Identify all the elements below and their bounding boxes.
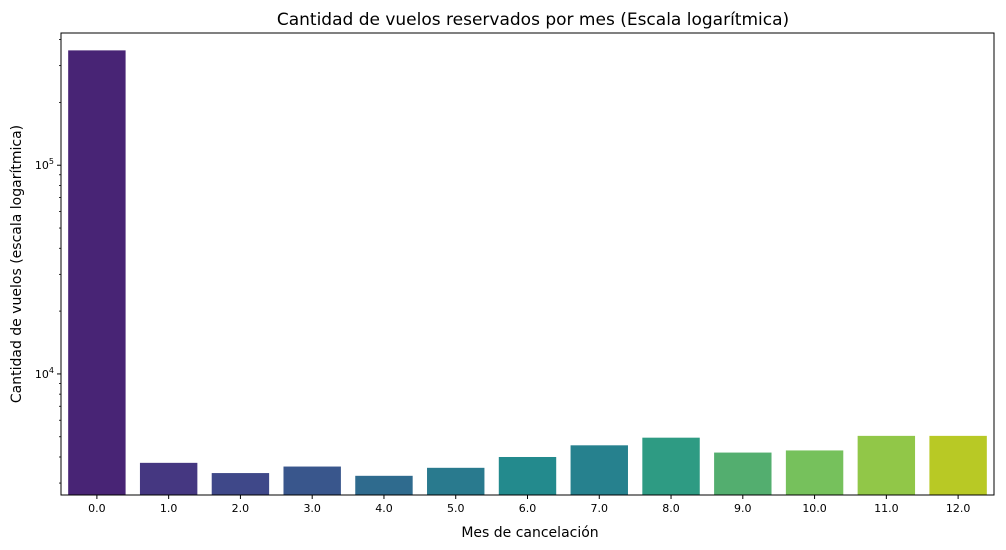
bar-8.0 <box>642 437 700 495</box>
x-tick-label: 9.0 <box>734 502 752 515</box>
bar-0.0 <box>68 50 126 495</box>
x-tick-label: 7.0 <box>591 502 609 515</box>
y-axis: 104 105 <box>35 39 61 484</box>
x-tick-label: 11.0 <box>874 502 899 515</box>
x-tick-label: 8.0 <box>662 502 680 515</box>
bar-6.0 <box>498 456 557 495</box>
bar-7.0 <box>570 445 628 495</box>
chart-title: Cantidad de vuelos reservados por mes (E… <box>277 10 789 30</box>
bar-2.0 <box>211 473 270 495</box>
y-axis-title: Cantidad de vuelos (escala logarítmica) <box>9 125 25 403</box>
x-tick-label: 12.0 <box>946 502 971 515</box>
x-tick-label: 0.0 <box>88 502 106 515</box>
plot-area <box>68 50 987 495</box>
y-tick-label: 105 <box>35 157 54 172</box>
x-tick-label: 10.0 <box>802 502 827 515</box>
x-tick-label: 6.0 <box>519 502 537 515</box>
x-tick-label: 1.0 <box>160 502 178 515</box>
y-tick-label: 104 <box>35 366 54 381</box>
x-tick-label: 5.0 <box>447 502 465 515</box>
bar-10.0 <box>785 450 844 495</box>
bar-1.0 <box>139 462 198 495</box>
bar-11.0 <box>857 435 916 495</box>
x-tick-label: 2.0 <box>232 502 250 515</box>
bar-5.0 <box>427 467 485 495</box>
x-tick-label: 4.0 <box>375 502 393 515</box>
bar-9.0 <box>714 452 772 495</box>
bar-4.0 <box>355 475 413 495</box>
bar-3.0 <box>283 466 341 495</box>
x-axis: 0.0 1.0 2.0 3.0 4.0 5.0 6.0 7.0 8.0 9.0 10.0 11.0 12… <box>88 495 970 515</box>
x-tick-label: 3.0 <box>303 502 321 515</box>
bar-12.0 <box>929 435 987 495</box>
x-axis-title: Mes de cancelación <box>461 525 598 541</box>
plot-frame <box>60 32 995 496</box>
